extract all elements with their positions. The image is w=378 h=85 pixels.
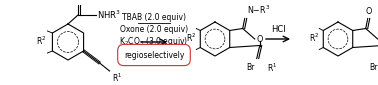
Text: R$^{1}$: R$^{1}$ bbox=[112, 72, 122, 84]
Text: regioselectively: regioselectively bbox=[124, 50, 184, 59]
Text: Br: Br bbox=[246, 62, 255, 71]
Text: O: O bbox=[366, 6, 372, 15]
Text: Oxone (2.0 equiv): Oxone (2.0 equiv) bbox=[120, 24, 188, 33]
Text: NHR$^{3}$: NHR$^{3}$ bbox=[97, 9, 121, 21]
Text: N$-$R$^{3}$: N$-$R$^{3}$ bbox=[247, 3, 270, 15]
Text: K$_2$CO$_3$ (3.0 equiv): K$_2$CO$_3$ (3.0 equiv) bbox=[119, 35, 189, 48]
Text: O: O bbox=[257, 35, 263, 44]
Text: HCl: HCl bbox=[271, 24, 285, 33]
Text: R$^{2}$: R$^{2}$ bbox=[186, 32, 196, 44]
Text: Br: Br bbox=[370, 62, 378, 71]
Text: R$^{1}$: R$^{1}$ bbox=[267, 62, 277, 74]
Text: R$^{2}$: R$^{2}$ bbox=[36, 35, 46, 47]
Text: R$^{2}$: R$^{2}$ bbox=[309, 32, 319, 44]
Text: O: O bbox=[76, 0, 82, 2]
Text: TBAB (2.0 equiv): TBAB (2.0 equiv) bbox=[122, 12, 186, 22]
